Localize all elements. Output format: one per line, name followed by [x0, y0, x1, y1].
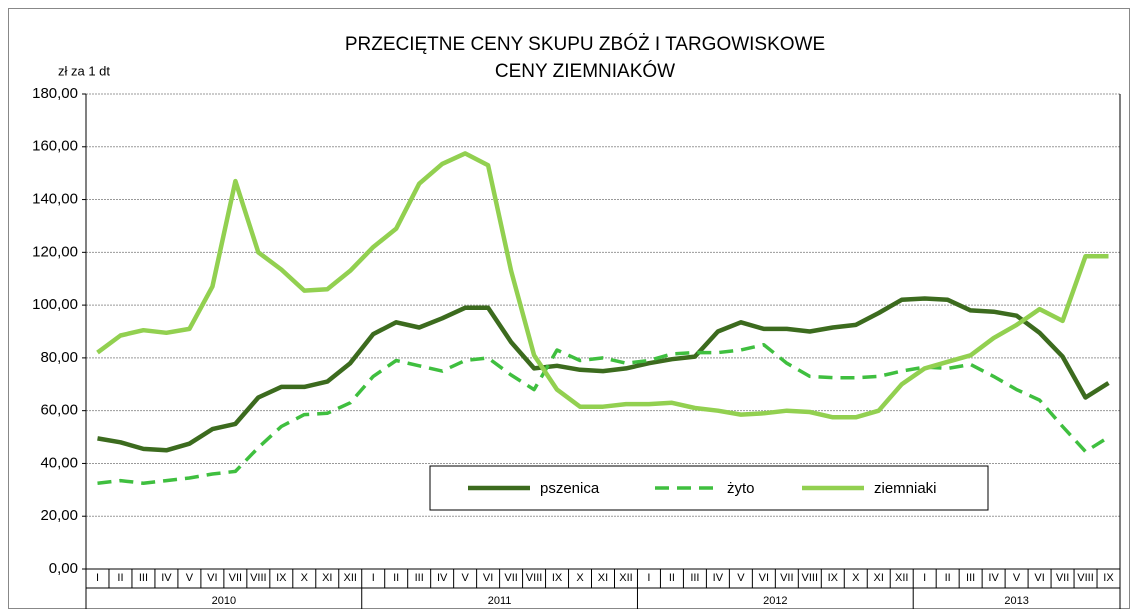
legend-label: ziemniaki	[874, 480, 937, 497]
x-tick-label: I	[647, 572, 650, 584]
x-tick-label: II	[669, 572, 675, 584]
x-tick-label: I	[372, 572, 375, 584]
x-tick-label: III	[415, 572, 424, 584]
x-tick-label: XI	[598, 572, 608, 584]
x-tick-label: IX	[552, 572, 563, 584]
x-tick-label: XII	[619, 572, 632, 584]
x-tick-label: VII	[1056, 572, 1069, 584]
x-tick-label: VI	[483, 572, 493, 584]
x-tick-label: V	[461, 572, 469, 584]
x-tick-label: VI	[759, 572, 769, 584]
x-tick-label: I	[923, 572, 926, 584]
x-tick-label: II	[393, 572, 399, 584]
chart-title: CENY ZIEMNIAKÓW	[495, 60, 675, 82]
x-tick-label: X	[576, 572, 584, 584]
chart-title: PRZECIĘTNE CENY SKUPU ZBÓŻ I TARGOWISKOW…	[345, 33, 825, 55]
y-tick-label: 60,00	[40, 402, 78, 419]
x-tick-label: XI	[322, 572, 332, 584]
x-tick-label: III	[139, 572, 148, 584]
legend-label: żyto	[727, 480, 755, 497]
y-tick-label: 180,00	[32, 85, 78, 102]
x-group-label: 2011	[488, 595, 512, 607]
y-tick-label: 100,00	[32, 296, 78, 313]
x-tick-label: IV	[713, 572, 724, 584]
series-line	[97, 342, 1110, 485]
x-tick-label: XII	[344, 572, 357, 584]
x-tick-label: IX	[828, 572, 839, 584]
series-line	[97, 296, 1110, 453]
y-tick-label: 160,00	[32, 138, 78, 155]
x-tick-label: VIII	[526, 572, 543, 584]
x-tick-label: IV	[988, 572, 999, 584]
y-tick-label: 40,00	[40, 454, 78, 471]
x-tick-label: VI	[207, 572, 217, 584]
x-tick-label: IV	[437, 572, 448, 584]
x-tick-label: VII	[504, 572, 517, 584]
x-tick-label: X	[852, 572, 860, 584]
x-tick-label: XII	[895, 572, 908, 584]
x-tick-label: II	[945, 572, 951, 584]
x-tick-label: VIII	[250, 572, 267, 584]
y-tick-label: 0,00	[49, 560, 78, 577]
series-line	[96, 151, 1109, 420]
x-tick-label: VIII	[802, 572, 819, 584]
y-tick-label: 140,00	[32, 191, 78, 208]
x-tick-label: VII	[780, 572, 793, 584]
x-group-label: 2010	[212, 595, 236, 607]
x-tick-label: VI	[1034, 572, 1044, 584]
x-tick-label: VII	[229, 572, 242, 584]
legend-label: pszenica	[540, 480, 600, 497]
x-tick-label: V	[186, 572, 194, 584]
x-tick-label: II	[117, 572, 123, 584]
y-tick-label: 20,00	[40, 507, 78, 524]
y-tick-label: 120,00	[32, 243, 78, 260]
x-tick-label: III	[690, 572, 699, 584]
x-tick-label: X	[301, 572, 309, 584]
x-tick-label: V	[737, 572, 745, 584]
x-tick-label: III	[966, 572, 975, 584]
y-tick-label: 80,00	[40, 349, 78, 366]
x-tick-label: IV	[161, 572, 172, 584]
x-tick-label: XI	[874, 572, 884, 584]
x-tick-label: VIII	[1077, 572, 1094, 584]
x-group-label: 2012	[763, 595, 787, 607]
x-tick-label: IX	[1103, 572, 1114, 584]
x-tick-label: IX	[276, 572, 287, 584]
x-tick-label: I	[96, 572, 99, 584]
y-axis-label: zł za 1 dt	[58, 63, 110, 78]
x-tick-label: V	[1013, 572, 1021, 584]
x-group-label: 2013	[1004, 595, 1028, 607]
